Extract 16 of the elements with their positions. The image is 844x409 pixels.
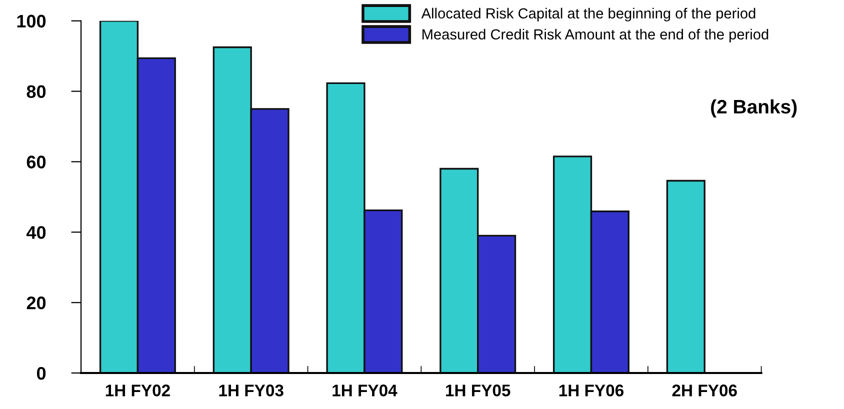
x-tick-label: 1H FY06	[559, 384, 624, 396]
x-tick-label: 1H FY03	[219, 384, 284, 396]
x-tick-label: 1H FY02	[106, 384, 170, 396]
x-tick-label: 1H FY05	[446, 384, 510, 396]
annotation: (2 Banks)	[711, 99, 797, 118]
y-tick-label: 20	[26, 296, 46, 310]
legend-label: Measured Credit Risk Amount at the end of the period	[422, 28, 768, 42]
y-tick-label: 0	[36, 366, 46, 380]
y-tick-label: 60	[26, 156, 46, 168]
x-tick-label: 1H FY04	[332, 384, 398, 396]
bar	[666, 180, 706, 374]
legend-label: Allocated Risk Capital at the beginning of the period	[421, 8, 756, 22]
y-tick-label: 100	[17, 14, 46, 28]
y-tick-label: 80	[26, 85, 46, 98]
y-tick-label: 40	[26, 226, 46, 239]
x-tick-label: 2H FY06	[672, 384, 737, 396]
